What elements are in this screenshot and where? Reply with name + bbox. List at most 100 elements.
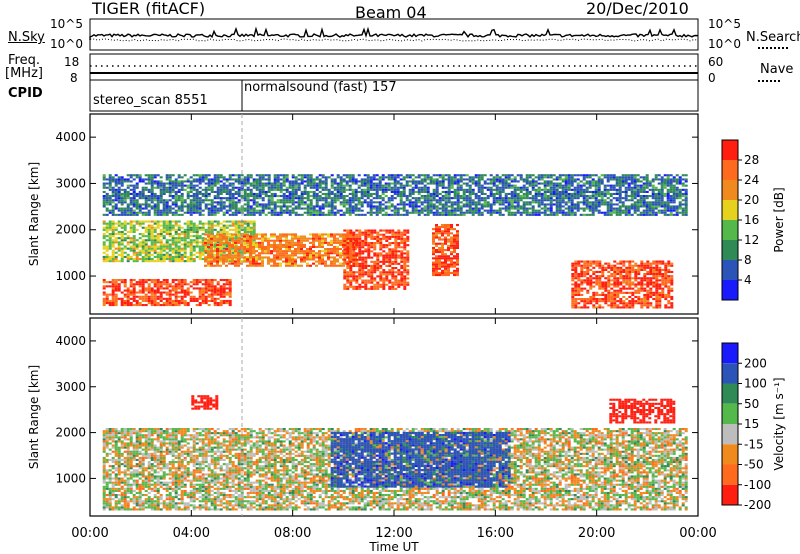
echo-cell: [273, 254, 276, 257]
echo-cell: [400, 246, 404, 249]
echo-cell: [237, 209, 241, 212]
echo-cell: [237, 235, 241, 238]
echo-cell: [216, 264, 219, 267]
echo-cell: [114, 255, 118, 258]
echo-cell: [592, 298, 596, 301]
echo-cell: [111, 222, 115, 225]
echo-cell: [355, 252, 359, 255]
echo-cell: [399, 207, 403, 210]
echo-cell: [625, 298, 629, 301]
echo-cell: [355, 246, 359, 249]
echo-cell: [468, 178, 472, 181]
echo-cell: [213, 297, 217, 300]
echo-cell: [450, 226, 453, 229]
echo-cell: [132, 205, 136, 208]
echo-cell: [349, 258, 353, 261]
echo-cell: [450, 259, 453, 262]
echo-cell: [607, 279, 611, 282]
echo-cell: [294, 237, 297, 240]
echo-cell: [153, 213, 157, 216]
echo-cell: [198, 201, 202, 204]
echo-cell: [667, 270, 671, 273]
echo-cell: [261, 190, 265, 193]
echo-cell: [108, 211, 112, 214]
echo-cell: [261, 235, 264, 238]
echo-cell: [150, 184, 154, 187]
echo-cell: [252, 243, 255, 246]
echo-cell: [171, 207, 175, 210]
echo-cell: [306, 180, 310, 183]
echo-cell: [285, 176, 289, 179]
echo-cell: [183, 304, 187, 307]
echo-cell: [123, 289, 127, 292]
echo-cell: [580, 266, 584, 269]
echo-cell: [364, 237, 368, 240]
echo-cell: [195, 192, 199, 195]
echo-cell: [384, 182, 388, 185]
echo-cell: [195, 207, 199, 210]
echo-cell: [312, 239, 315, 242]
echo-cell: [465, 201, 469, 204]
echo-cell: [138, 205, 142, 208]
echo-cell: [370, 242, 374, 245]
echo-cell: [156, 207, 160, 210]
echo-cell: [144, 201, 148, 204]
echo-cell: [177, 224, 181, 227]
echo-cell: [213, 205, 217, 208]
echo-cell: [105, 197, 109, 200]
echo-cell: [120, 304, 124, 307]
echo-cell: [315, 182, 319, 185]
echo-cell: [270, 195, 274, 198]
echo-cell: [595, 306, 599, 309]
echo-cell: [315, 201, 319, 204]
echo-cell: [222, 245, 226, 248]
echo-cell: [162, 297, 166, 300]
echo-cell: [309, 241, 312, 244]
echo-cell: [670, 264, 674, 267]
echo-cell: [432, 267, 435, 270]
echo-cell: [237, 237, 240, 240]
echo-cell: [406, 260, 410, 263]
echo-cell: [385, 229, 389, 232]
echo-cell: [285, 256, 288, 259]
echo-cell: [183, 239, 187, 242]
echo-cell: [628, 291, 632, 294]
echo-cell: [610, 298, 614, 301]
echo-cell: [366, 190, 370, 193]
echo-cell: [450, 176, 454, 179]
echo-cell: [667, 300, 671, 303]
echo-cell: [156, 209, 160, 212]
echo-cell: [240, 245, 243, 248]
echo-cell: [447, 274, 450, 277]
echo-cell: [228, 260, 232, 263]
echo-cell: [219, 207, 223, 210]
echo-cell: [171, 237, 175, 240]
echo-cell: [361, 252, 365, 255]
echo-cell: [201, 222, 205, 225]
echo-cell: [261, 205, 265, 208]
echo-cell: [168, 188, 172, 191]
echo-cell: [438, 257, 441, 260]
echo-cell: [168, 243, 172, 246]
echo-cell: [303, 258, 306, 261]
echo-cell: [189, 220, 193, 223]
echo-cell: [273, 207, 277, 210]
echo-cell: [207, 285, 211, 288]
echo-cell: [150, 182, 154, 185]
echo-cell: [318, 195, 322, 198]
echo-cell: [153, 222, 157, 225]
echo-cell: [159, 224, 163, 227]
echo-cell: [358, 262, 362, 265]
echo-cell: [162, 190, 166, 193]
echo-cell: [111, 180, 115, 183]
echo-cell: [324, 254, 327, 257]
echo-cell: [309, 252, 312, 255]
echo-cell: [664, 298, 668, 301]
echo-cell: [153, 203, 157, 206]
echo-cell: [159, 235, 163, 238]
echo-cell: [303, 237, 306, 240]
echo-cell: [468, 180, 472, 183]
echo-cell: [171, 281, 175, 284]
echo-cell: [583, 302, 587, 305]
echo-cell: [261, 248, 264, 251]
